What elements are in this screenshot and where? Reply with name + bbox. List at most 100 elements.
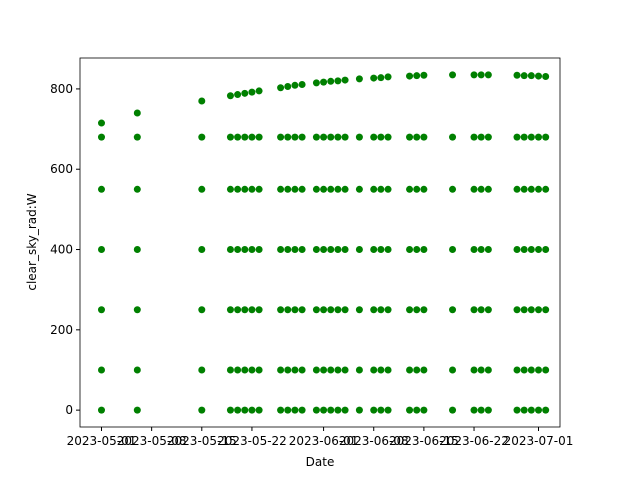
point	[470, 185, 478, 193]
point	[198, 133, 206, 141]
point	[370, 366, 378, 374]
point	[355, 306, 363, 314]
point	[97, 119, 105, 127]
x-tick-label: 2023-06-01	[289, 434, 359, 448]
point	[241, 406, 249, 414]
point	[277, 185, 285, 193]
y-axis-label: clear_sky_rad:W	[25, 193, 39, 290]
point	[312, 79, 320, 87]
point	[527, 133, 535, 141]
point	[234, 406, 242, 414]
point	[449, 406, 457, 414]
point	[327, 366, 335, 374]
point	[133, 406, 141, 414]
point	[449, 366, 457, 374]
y-tick-label: 400	[50, 243, 73, 257]
point	[513, 246, 521, 254]
point	[198, 306, 206, 314]
point	[384, 133, 392, 141]
point	[341, 133, 349, 141]
point	[277, 306, 285, 314]
point	[198, 366, 206, 374]
point	[341, 406, 349, 414]
point	[484, 133, 492, 141]
point	[513, 366, 521, 374]
point	[406, 72, 414, 80]
point	[420, 406, 428, 414]
point	[384, 406, 392, 414]
point	[513, 306, 521, 314]
point	[255, 406, 263, 414]
point	[277, 133, 285, 141]
point	[513, 406, 521, 414]
point	[284, 246, 292, 254]
x-tick-label: 2023-05-01	[67, 434, 137, 448]
point	[384, 366, 392, 374]
point	[320, 406, 328, 414]
point	[312, 406, 320, 414]
point	[520, 72, 528, 80]
y-tick-label: 800	[50, 82, 73, 96]
point	[513, 71, 521, 79]
point	[133, 366, 141, 374]
point	[198, 406, 206, 414]
point	[320, 185, 328, 193]
x-tick-label: 2023-07-01	[504, 434, 574, 448]
point	[291, 246, 299, 254]
point	[298, 366, 306, 374]
point	[198, 246, 206, 254]
point	[241, 133, 249, 141]
point	[320, 366, 328, 374]
x-tick-label: 2023-05-15	[167, 434, 237, 448]
point	[449, 246, 457, 254]
point	[234, 185, 242, 193]
point	[298, 406, 306, 414]
point	[97, 406, 105, 414]
point	[255, 306, 263, 314]
point	[234, 366, 242, 374]
point	[241, 185, 249, 193]
point	[535, 406, 543, 414]
point	[513, 185, 521, 193]
point	[542, 185, 550, 193]
point	[370, 306, 378, 314]
point	[284, 406, 292, 414]
point	[384, 73, 392, 81]
point	[520, 406, 528, 414]
point	[484, 246, 492, 254]
point	[542, 406, 550, 414]
point	[477, 366, 485, 374]
point	[284, 133, 292, 141]
point	[298, 133, 306, 141]
point	[355, 406, 363, 414]
point	[327, 133, 335, 141]
point	[255, 185, 263, 193]
point	[198, 97, 206, 105]
point	[320, 78, 328, 86]
point	[527, 72, 535, 80]
point	[484, 406, 492, 414]
point	[355, 366, 363, 374]
point	[312, 306, 320, 314]
point	[477, 406, 485, 414]
point	[248, 246, 256, 254]
point	[341, 246, 349, 254]
point	[384, 185, 392, 193]
point	[334, 366, 342, 374]
point	[97, 306, 105, 314]
point	[234, 246, 242, 254]
point	[420, 71, 428, 79]
point	[477, 71, 485, 79]
point	[97, 246, 105, 254]
point	[133, 246, 141, 254]
point	[520, 246, 528, 254]
point	[255, 246, 263, 254]
point	[312, 185, 320, 193]
point	[542, 133, 550, 141]
point	[355, 185, 363, 193]
point	[470, 71, 478, 79]
point	[320, 133, 328, 141]
point	[133, 185, 141, 193]
point	[520, 185, 528, 193]
